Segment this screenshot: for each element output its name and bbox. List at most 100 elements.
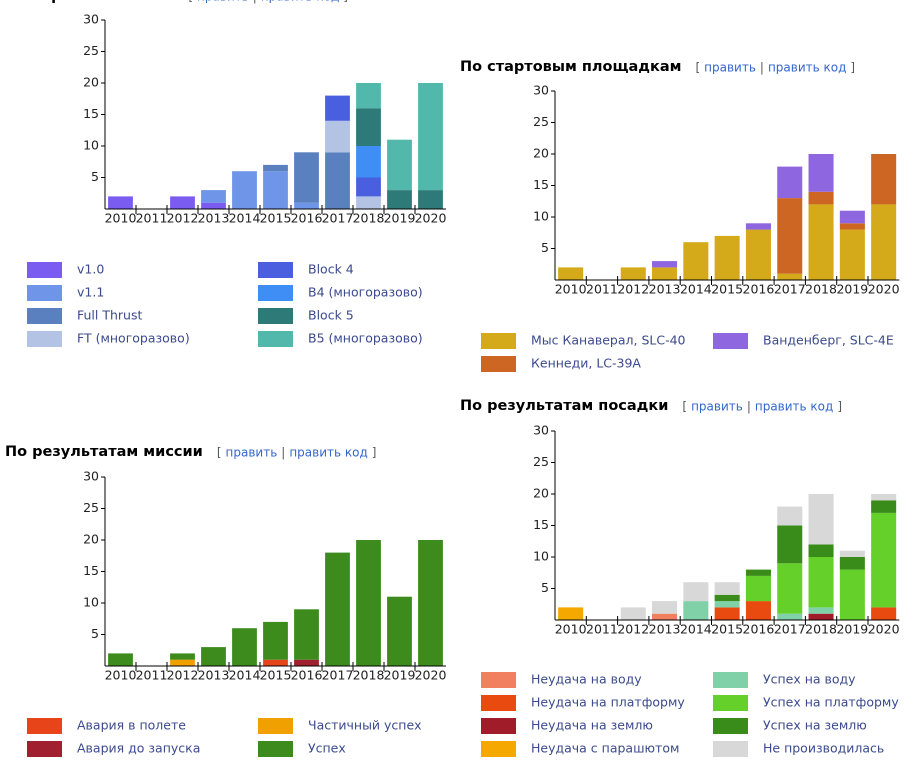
bar-segment (871, 154, 897, 205)
x-tick-label: 2010 (105, 668, 137, 683)
bar-segment (294, 609, 319, 660)
edit-bracket: [ (682, 400, 687, 414)
bar-segment (325, 552, 350, 666)
edit-link[interactable]: править код (755, 400, 833, 414)
bar-segment (356, 177, 381, 197)
bar-segment (387, 139, 412, 191)
x-tick-label: 2012 (617, 622, 649, 637)
section-heading: По версиям Falcon 9 (5, 0, 174, 4)
bar-segment (808, 613, 834, 620)
bar-segment (745, 569, 771, 576)
edit-link[interactable]: править (226, 446, 278, 460)
x-tick-label: 2012 (167, 211, 199, 226)
legend-label: B4 (многоразово) (308, 285, 423, 300)
legend-label: B5 (многоразово) (308, 331, 423, 346)
bar-segment (387, 190, 412, 209)
legend-label: Неудача на воду (531, 672, 642, 687)
x-tick-label: 2017 (322, 211, 354, 226)
legend-label: Кеннеди, LC-39A (531, 356, 641, 371)
x-tick-label: 2020 (868, 622, 900, 637)
y-tick-label: 10 (83, 595, 99, 610)
legend-label: Частичный успех (308, 718, 422, 733)
legend-swatch (713, 741, 748, 757)
legend-swatch (481, 741, 516, 757)
x-tick-label: 2015 (711, 282, 743, 297)
y-tick-label: 30 (83, 469, 99, 484)
x-tick-label: 2020 (415, 668, 447, 683)
bar-segment (108, 653, 133, 666)
legend-swatch (258, 331, 293, 347)
bar-segment (652, 261, 678, 268)
bar-segment (170, 659, 195, 666)
bar-segment (839, 229, 865, 280)
bar-segment (839, 210, 865, 224)
bar-segment (777, 525, 803, 564)
legend-label: Успех на платформу (763, 695, 899, 710)
bar-segment (871, 204, 897, 280)
x-tick-label: 2013 (198, 668, 230, 683)
bar-segment (108, 196, 133, 209)
bar-segment (839, 550, 865, 557)
bar-segment (263, 164, 288, 172)
legend-label: Успех (308, 741, 346, 756)
bar-segment (558, 267, 584, 280)
y-tick-label: 15 (533, 177, 549, 192)
bar-segment (808, 544, 834, 557)
bar-segment (745, 229, 771, 280)
legend-swatch (258, 262, 293, 278)
legend-swatch (27, 331, 62, 347)
bar-segment (325, 95, 350, 121)
edit-bracket: | (760, 61, 764, 75)
edit-link[interactable]: править код (289, 446, 367, 460)
bar-segment (777, 273, 803, 280)
bar-segment (263, 659, 288, 666)
bar-segment (745, 601, 771, 620)
bar-segment (683, 601, 709, 620)
bar-segment (356, 83, 381, 109)
bar-segment (620, 607, 646, 620)
bar-segment (232, 171, 257, 209)
bar-segment (683, 582, 709, 602)
y-tick-label: 30 (533, 83, 549, 98)
bar-segment (325, 120, 350, 153)
bar-segment (294, 202, 319, 209)
edit-bracket: ] (372, 446, 377, 460)
edit-link[interactable]: править код (261, 0, 339, 4)
bar-segment (232, 628, 257, 666)
edit-link[interactable]: править (691, 400, 743, 414)
bar-segment (418, 83, 443, 191)
edit-bracket: ] (837, 400, 842, 414)
legend-swatch (27, 718, 62, 734)
edit-link[interactable]: править код (768, 61, 846, 75)
bar-segment (170, 196, 195, 209)
x-tick-label: 2016 (743, 282, 775, 297)
edit-link[interactable]: править (704, 61, 756, 75)
bar-segment (263, 621, 288, 660)
x-tick-label: 2014 (229, 211, 261, 226)
edit-bracket: [ (695, 61, 700, 75)
x-tick-label: 2011 (136, 668, 168, 683)
x-tick-label: 2018 (353, 211, 385, 226)
x-tick-label: 2019 (836, 282, 868, 297)
legend-label: Неудача с парашютом (531, 741, 679, 756)
x-tick-label: 2011 (586, 282, 618, 297)
edit-bracket: | (253, 0, 257, 4)
x-tick-label: 2017 (774, 622, 806, 637)
bar-segment (714, 607, 740, 620)
bar-segment (418, 540, 443, 666)
legend-swatch (713, 333, 748, 349)
x-tick-label: 2018 (805, 622, 837, 637)
x-tick-label: 2018 (805, 282, 837, 297)
x-tick-label: 2016 (291, 668, 323, 683)
bar-segment (839, 223, 865, 230)
legend-swatch (481, 333, 516, 349)
edit-link[interactable]: править (197, 0, 249, 4)
x-tick-label: 2020 (868, 282, 900, 297)
legend-swatch (481, 695, 516, 711)
x-tick-label: 2014 (680, 282, 712, 297)
edit-bracket: [ (217, 446, 222, 460)
x-tick-label: 2013 (649, 282, 681, 297)
bar-segment (263, 171, 288, 209)
legend-label: Успех на воду (763, 672, 856, 687)
